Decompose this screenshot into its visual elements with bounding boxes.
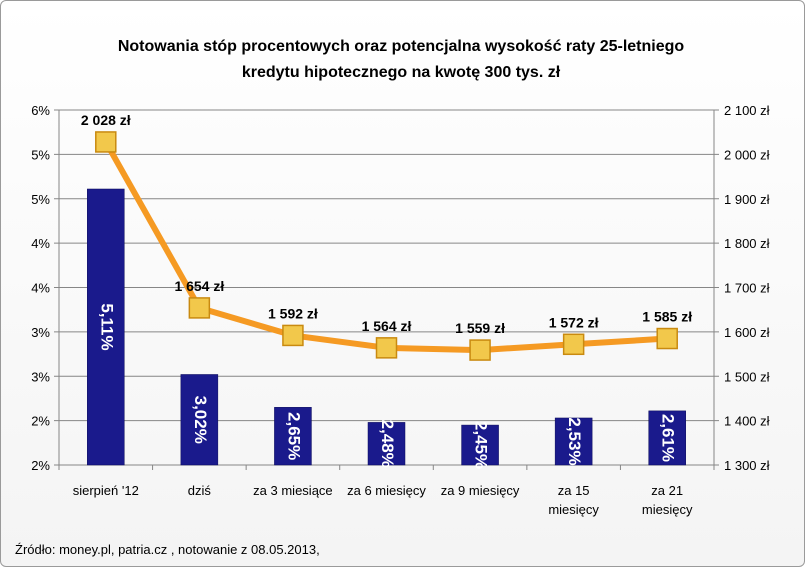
- line-marker: [469, 339, 491, 361]
- bar-value-label: 2,48%: [378, 420, 397, 468]
- chart-title-line2: kredytu hipotecznego na kwotę 300 tys. z…: [242, 64, 561, 81]
- bar-value-label: 2,65%: [284, 412, 303, 460]
- x-category-label: za 15: [558, 483, 590, 498]
- bar-value-label: 5,11%: [97, 303, 116, 350]
- right-tick-label: 1 800 zł: [724, 236, 770, 251]
- bar-value-label: 2,53%: [565, 417, 584, 465]
- bar: [367, 422, 406, 466]
- left-tick-label: 5%: [31, 147, 50, 162]
- line-marker: [656, 327, 678, 350]
- line-marker: [375, 337, 398, 359]
- left-tick-label: 3%: [31, 369, 50, 384]
- line-value-label: 1 559 zł: [455, 320, 505, 336]
- right-tick-label: 1 400 zł: [724, 414, 770, 429]
- x-category-label: za 3 miesiące: [253, 483, 332, 498]
- right-tick-label: 1 900 zł: [724, 192, 770, 207]
- left-tick-label: 4%: [31, 281, 50, 296]
- left-tick-label: 3%: [31, 325, 50, 340]
- bar: [648, 410, 686, 466]
- bar: [87, 188, 125, 466]
- line-marker: [95, 131, 117, 153]
- line-value-label: 1 592 zł: [268, 305, 318, 321]
- bar: [554, 417, 593, 466]
- left-tick-label: 2%: [31, 414, 50, 429]
- line-value-label: 1 585 zł: [642, 309, 692, 325]
- line-marker: [562, 333, 585, 356]
- line-value-label: 1 654 zł: [174, 278, 224, 294]
- line-value-label: 2 028 zł: [81, 112, 131, 128]
- bar-value-label: 2,61%: [659, 414, 678, 462]
- chart: Notowania stóp procentowych oraz potencj…: [31, 38, 770, 517]
- x-category-label: za 6 miesięcy: [347, 483, 426, 498]
- right-tick-label: 1 500 zł: [724, 369, 770, 384]
- bar: [461, 424, 499, 466]
- right-tick-label: 2 000 zł: [724, 147, 770, 162]
- bar-value-label: 2,45%: [472, 421, 491, 469]
- x-category-label: sierpień '12: [73, 483, 139, 498]
- line-value-label: 1 572 zł: [549, 314, 599, 330]
- line-value-label: 1 564 zł: [362, 318, 412, 334]
- x-category-label: za 21: [651, 483, 683, 498]
- left-tick-label: 4%: [31, 236, 50, 251]
- right-tick-label: 1 700 zł: [724, 281, 770, 296]
- right-tick-label: 1 300 zł: [724, 458, 770, 473]
- right-tick-label: 2 100 zł: [724, 103, 770, 118]
- x-category-label: miesięcy: [548, 502, 599, 517]
- bar: [180, 374, 219, 466]
- left-tick-label: 6%: [31, 103, 50, 118]
- bar: [274, 407, 312, 466]
- x-category-label: za 9 miesięcy: [441, 483, 520, 498]
- x-category-label: dziś: [188, 483, 212, 498]
- x-category-label: miesięcy: [642, 502, 693, 517]
- line-marker: [188, 297, 211, 319]
- left-tick-label: 2%: [31, 458, 50, 473]
- line-marker: [282, 324, 304, 347]
- source-note: Źródło: money.pl, patria.cz , notowanie …: [15, 542, 320, 557]
- bar-value-label: 3,02%: [191, 396, 210, 444]
- chart-title-line1: Notowania stóp procentowych oraz potencj…: [118, 38, 685, 55]
- left-tick-label: 5%: [31, 192, 50, 207]
- right-tick-label: 1 600 zł: [724, 325, 770, 340]
